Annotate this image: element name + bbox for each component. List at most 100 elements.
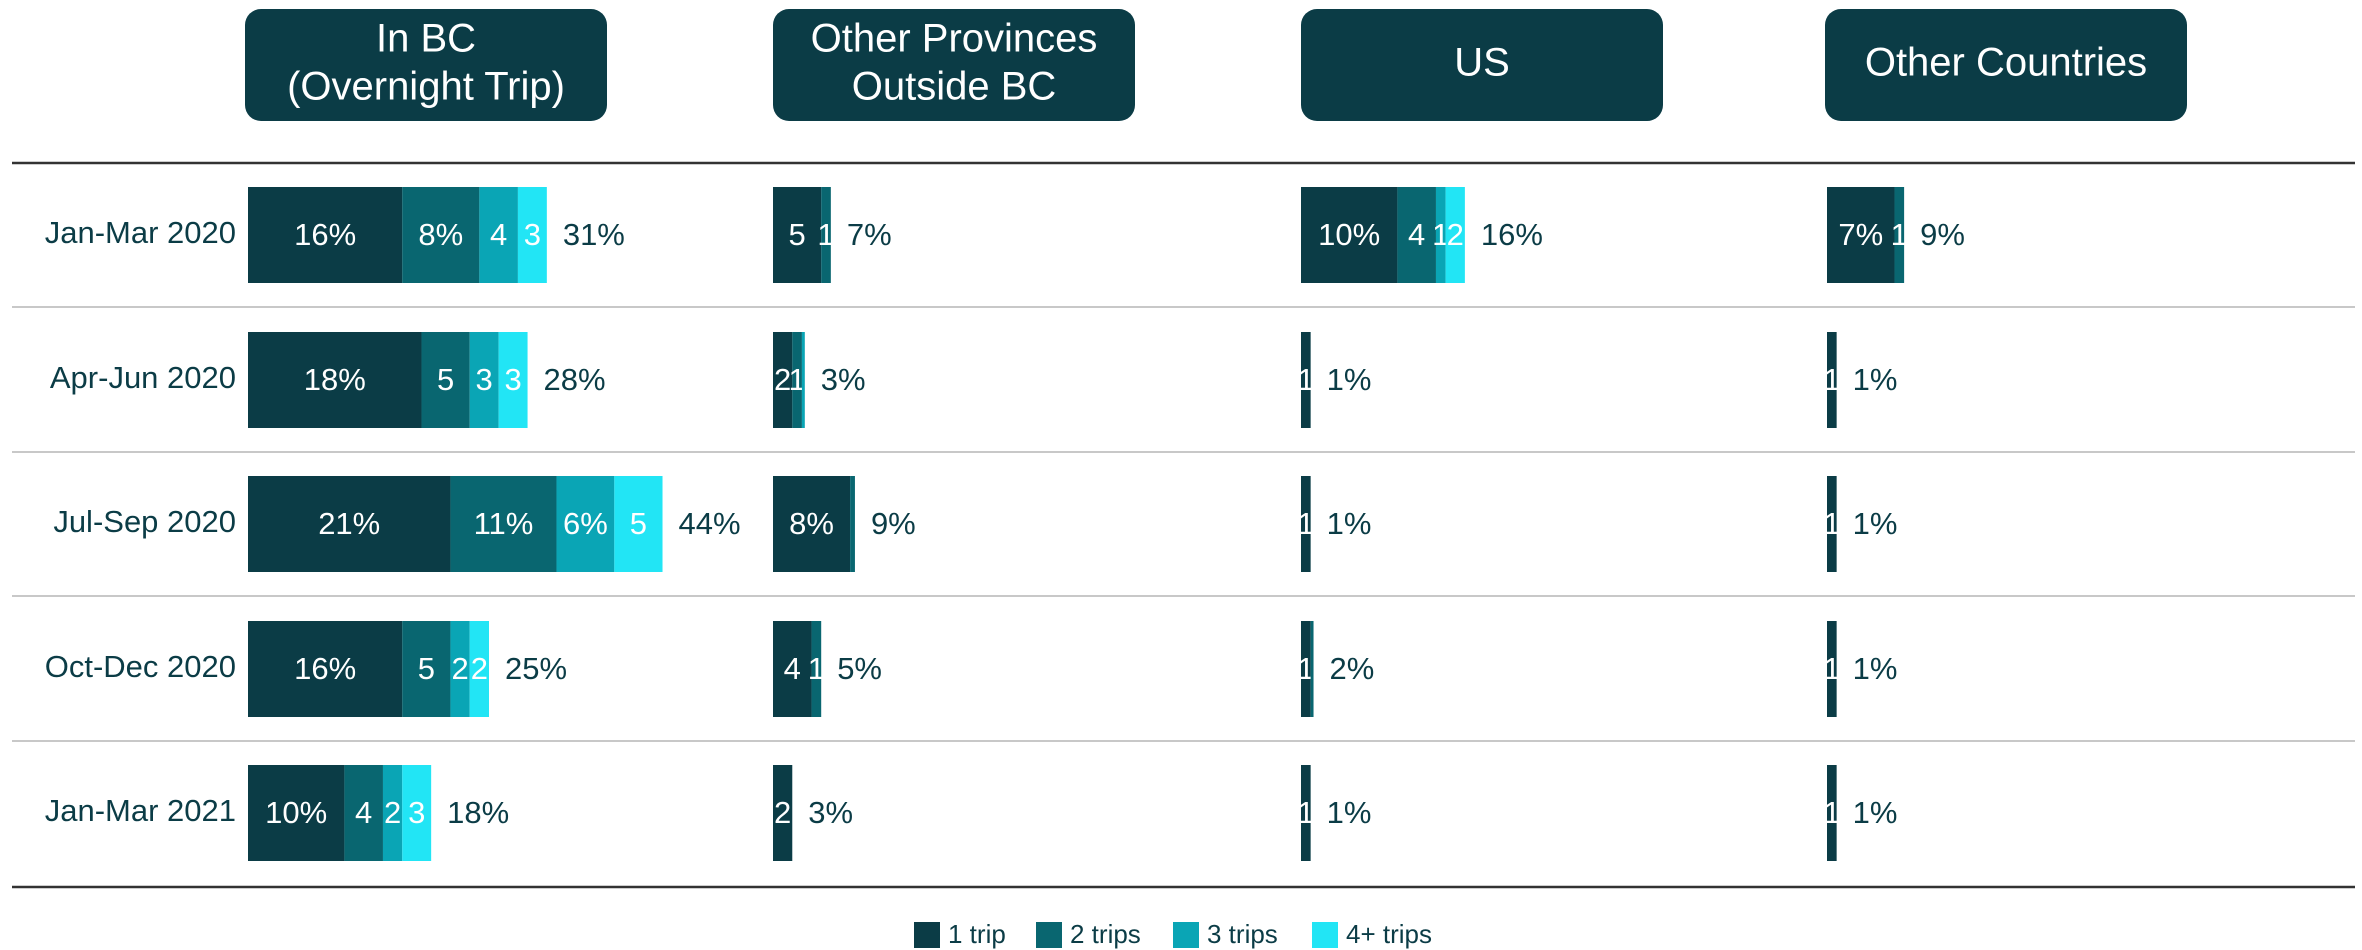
bar-segment — [792, 332, 802, 428]
bar-segment — [450, 476, 557, 572]
category-label: Jul-Sep 2020 — [53, 504, 236, 539]
bar-segment — [614, 476, 663, 572]
panel-title: Outside BC — [852, 65, 1057, 109]
bar-segment — [479, 187, 518, 283]
segment-label: 1 — [1823, 651, 1840, 686]
panel-title: US — [1454, 41, 1510, 85]
segment-label: 21% — [318, 506, 380, 541]
segment-label: 2 — [774, 795, 791, 830]
bar-segment — [344, 765, 383, 861]
legend-swatch — [1312, 922, 1338, 948]
segment-label: 2 — [471, 651, 488, 686]
segment-label: 1 — [1297, 795, 1314, 830]
total-label: 9% — [1920, 217, 1965, 252]
bar-segment — [556, 476, 615, 572]
bar-segment — [402, 187, 480, 283]
bar-segment — [773, 765, 793, 861]
segment-label: 11% — [474, 506, 534, 541]
segment-label: 2 — [1447, 217, 1464, 252]
legend-swatch — [914, 922, 940, 948]
total-label: 1% — [1327, 795, 1372, 830]
segment-label: 1 — [1297, 651, 1314, 686]
segment-label: 4 — [355, 795, 372, 830]
segment-label: 5 — [788, 217, 805, 252]
bar-segment — [248, 476, 451, 572]
bar-segment — [248, 332, 422, 428]
total-label: 7% — [847, 217, 892, 252]
panel-header — [1301, 9, 1663, 121]
panel-header — [1825, 9, 2187, 121]
bar-segment — [498, 332, 528, 428]
segment-label: 2 — [774, 362, 791, 397]
segment-label: 1 — [817, 217, 834, 252]
segment-label: 16% — [294, 217, 356, 252]
total-label: 1% — [1853, 506, 1898, 541]
legend-swatch — [1173, 922, 1199, 948]
total-label: 16% — [1481, 217, 1543, 252]
total-label: 31% — [563, 217, 625, 252]
total-label: 25% — [505, 651, 567, 686]
bar-segment — [1301, 621, 1311, 717]
segment-label: 6% — [563, 506, 608, 541]
bar-segment — [1827, 621, 1837, 717]
segment-label: 3 — [504, 362, 521, 397]
total-label: 3% — [821, 362, 866, 397]
category-label: Jan-Mar 2020 — [45, 215, 236, 250]
bar-segment — [248, 621, 403, 717]
total-label: 1% — [1853, 362, 1898, 397]
segment-label: 1 — [808, 651, 825, 686]
bar-segment — [517, 187, 547, 283]
segment-label: 1 — [788, 362, 805, 397]
total-label: 2% — [1330, 651, 1375, 686]
segment-label: 5 — [418, 651, 435, 686]
segment-label: 4 — [490, 217, 507, 252]
legend-label: 2 trips — [1070, 919, 1141, 949]
total-label: 5% — [837, 651, 882, 686]
category-label: Apr-Jun 2020 — [50, 360, 236, 395]
bar-segment — [1445, 187, 1465, 283]
segment-label: 2 — [451, 651, 468, 686]
segment-label: 3 — [524, 217, 541, 252]
panel-title: Other Countries — [1865, 41, 2147, 85]
segment-label: 1 — [1891, 217, 1908, 252]
segment-label: 4 — [784, 651, 801, 686]
total-label: 28% — [544, 362, 606, 397]
bar-segment — [811, 621, 822, 717]
segment-label: 1 — [1823, 506, 1840, 541]
panel-header — [773, 9, 1135, 121]
segment-label: 5 — [630, 506, 647, 541]
panel-header — [245, 9, 607, 121]
segment-label: 3 — [408, 795, 425, 830]
legend-label: 3 trips — [1207, 919, 1278, 949]
legend-label: 1 trip — [948, 919, 1006, 949]
segment-label: 7% — [1838, 217, 1883, 252]
segment-label: 2 — [384, 795, 401, 830]
segment-label: 1 — [1432, 217, 1449, 252]
bar-segment — [773, 621, 812, 717]
bar-segment — [421, 332, 470, 428]
bar-segment — [382, 765, 403, 861]
total-label: 44% — [679, 506, 741, 541]
bar-segment — [248, 765, 345, 861]
bar-segment — [450, 621, 470, 717]
bar-segment — [1827, 476, 1837, 572]
panel-title: In BC — [376, 17, 476, 61]
total-label: 1% — [1327, 506, 1372, 541]
segment-label: 3 — [476, 362, 493, 397]
segment-label: 8% — [789, 506, 834, 541]
segment-label: 1 — [1297, 362, 1314, 397]
bar-segment — [773, 332, 793, 428]
segment-label: 1 — [1297, 506, 1314, 541]
segment-label: 1 — [1823, 362, 1840, 397]
segment-label: 1 — [1823, 795, 1840, 830]
category-label: Oct-Dec 2020 — [45, 649, 236, 684]
bar-segment — [773, 187, 822, 283]
bar-segment — [469, 332, 499, 428]
bar-segment — [402, 621, 451, 717]
category-label: Jan-Mar 2021 — [45, 793, 236, 828]
bar-segment — [773, 476, 851, 572]
segment-label: 18% — [304, 362, 366, 397]
bar-segment — [821, 187, 831, 283]
total-label: 1% — [1327, 362, 1372, 397]
